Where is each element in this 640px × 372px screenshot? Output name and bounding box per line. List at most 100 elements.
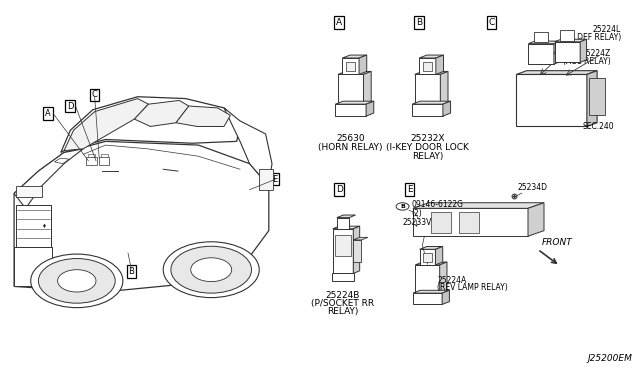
Bar	[333, 229, 353, 273]
Bar	[16, 186, 42, 197]
Polygon shape	[436, 55, 444, 74]
Bar	[415, 74, 440, 104]
Bar	[413, 293, 442, 304]
Bar	[353, 240, 362, 262]
Polygon shape	[435, 247, 443, 265]
Text: A: A	[336, 18, 342, 27]
Text: 25232X: 25232X	[410, 134, 445, 143]
Polygon shape	[338, 71, 371, 74]
Text: (2): (2)	[412, 209, 422, 218]
Polygon shape	[516, 71, 597, 74]
Text: SEC.240: SEC.240	[583, 122, 614, 131]
Bar	[101, 154, 108, 157]
Polygon shape	[442, 290, 449, 304]
Bar	[529, 44, 554, 64]
Polygon shape	[440, 262, 447, 293]
Polygon shape	[528, 203, 544, 236]
Polygon shape	[61, 97, 240, 153]
Text: J25200EM: J25200EM	[588, 354, 632, 363]
Text: 25233V: 25233V	[403, 218, 432, 227]
Bar	[16, 205, 51, 249]
Bar	[88, 154, 95, 157]
Circle shape	[58, 270, 96, 292]
Bar	[338, 74, 364, 104]
Polygon shape	[335, 101, 374, 104]
Text: FRONT: FRONT	[542, 238, 573, 247]
Text: A: A	[45, 109, 51, 118]
Text: B: B	[128, 267, 134, 276]
Text: (HORN RELAY): (HORN RELAY)	[319, 143, 383, 152]
Polygon shape	[337, 215, 356, 218]
Circle shape	[396, 203, 409, 210]
Polygon shape	[353, 237, 368, 240]
Polygon shape	[443, 101, 451, 116]
Polygon shape	[14, 141, 269, 292]
Circle shape	[163, 242, 259, 298]
Polygon shape	[359, 55, 367, 74]
Text: 09146-6122G: 09146-6122G	[412, 201, 463, 209]
Text: 25224L: 25224L	[593, 25, 621, 34]
Text: B: B	[416, 18, 422, 27]
Bar	[423, 253, 432, 262]
Bar	[413, 208, 528, 236]
Polygon shape	[419, 55, 444, 58]
Polygon shape	[554, 39, 586, 42]
Bar	[86, 157, 97, 165]
Polygon shape	[580, 39, 586, 62]
Text: (RR DEF RELAY): (RR DEF RELAY)	[561, 33, 621, 42]
Polygon shape	[176, 106, 230, 126]
Bar	[516, 74, 587, 126]
Polygon shape	[529, 41, 561, 44]
Bar	[561, 31, 575, 41]
Text: 25224A: 25224A	[437, 276, 467, 285]
Bar	[554, 42, 580, 62]
Polygon shape	[415, 71, 448, 74]
Bar	[423, 62, 432, 71]
Text: 25234D: 25234D	[517, 183, 547, 192]
Bar	[335, 235, 351, 256]
Bar	[346, 62, 355, 71]
Text: (P/SOCKET RR: (P/SOCKET RR	[312, 299, 374, 308]
Polygon shape	[554, 41, 561, 64]
Circle shape	[171, 246, 252, 293]
Polygon shape	[412, 101, 451, 104]
Circle shape	[31, 254, 123, 308]
Polygon shape	[224, 108, 272, 186]
Polygon shape	[54, 158, 69, 164]
Text: D: D	[336, 185, 342, 194]
Bar	[412, 104, 443, 116]
Text: (I-KEY DOOR LOCK: (I-KEY DOOR LOCK	[386, 143, 469, 152]
Bar	[415, 265, 440, 293]
Text: B: B	[400, 204, 405, 209]
Text: 25630: 25630	[337, 134, 365, 143]
Polygon shape	[415, 262, 447, 265]
Polygon shape	[353, 226, 360, 273]
Polygon shape	[440, 71, 448, 104]
Text: C: C	[488, 18, 495, 27]
Bar	[419, 58, 436, 74]
Bar	[342, 58, 359, 74]
Polygon shape	[364, 71, 371, 104]
Polygon shape	[413, 290, 449, 293]
Text: (REV LAMP RELAY): (REV LAMP RELAY)	[437, 283, 508, 292]
Text: (ACC RELAY): (ACC RELAY)	[563, 57, 611, 66]
Text: C: C	[92, 90, 98, 99]
Bar	[459, 212, 479, 233]
Text: 25224Z: 25224Z	[582, 49, 611, 58]
Bar	[99, 157, 109, 165]
Circle shape	[38, 259, 115, 303]
Bar	[589, 78, 605, 115]
Polygon shape	[366, 101, 374, 116]
Polygon shape	[64, 99, 148, 151]
Bar	[534, 32, 548, 42]
Polygon shape	[333, 226, 360, 229]
Bar	[337, 218, 349, 229]
Bar	[332, 273, 355, 282]
Polygon shape	[14, 149, 83, 208]
Bar	[431, 212, 451, 233]
Polygon shape	[420, 247, 443, 249]
Polygon shape	[134, 100, 189, 126]
Text: 25224B: 25224B	[326, 291, 360, 300]
Bar	[259, 169, 273, 190]
Polygon shape	[342, 55, 367, 58]
